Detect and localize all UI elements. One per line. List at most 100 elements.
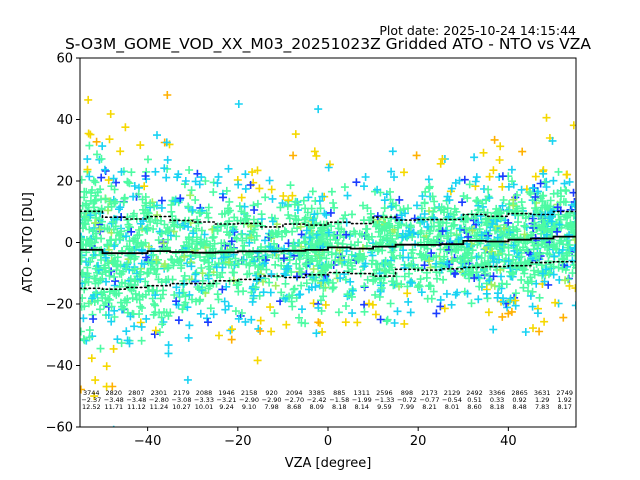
bin-std-label: 8.01 xyxy=(445,403,459,411)
bin-count-label: 3385 xyxy=(308,389,325,397)
scatter-point xyxy=(157,203,166,212)
scatter-point xyxy=(225,206,234,215)
scatter-point xyxy=(286,181,295,190)
scatter-point xyxy=(507,307,516,316)
scatter-point xyxy=(289,285,298,294)
scatter-point xyxy=(483,208,492,217)
scatter-point xyxy=(308,216,317,224)
scatter-point xyxy=(533,240,542,249)
scatter-point xyxy=(196,295,205,304)
scatter-point xyxy=(430,197,439,206)
scatter-point xyxy=(220,297,229,306)
scatter-point xyxy=(377,284,386,293)
scatter-point xyxy=(427,249,436,258)
scatter-point xyxy=(95,215,104,224)
scatter-point xyxy=(473,206,482,215)
scatter-point xyxy=(111,222,120,231)
scatter-point xyxy=(340,270,349,279)
scatter-point xyxy=(471,262,480,271)
scatter-point xyxy=(265,176,274,185)
scatter-point xyxy=(105,287,114,296)
scatter-point xyxy=(371,310,380,319)
scatter-point xyxy=(143,269,152,278)
scatter-point xyxy=(164,349,173,358)
scatter-point xyxy=(338,252,347,260)
scatter-point xyxy=(184,202,193,211)
scatter-point xyxy=(139,217,148,225)
scatter-point xyxy=(80,269,86,278)
scatter-point xyxy=(90,392,99,401)
scatter-point xyxy=(485,172,494,181)
scatter-point xyxy=(206,304,215,313)
bin-std-label: 8.68 xyxy=(287,403,301,411)
scatter-point xyxy=(504,257,513,266)
scatter-point xyxy=(376,287,385,296)
scatter-point xyxy=(237,230,246,239)
scatter-point xyxy=(385,221,394,230)
scatter-point xyxy=(312,151,321,160)
scatter-point xyxy=(167,207,176,216)
scatter-point xyxy=(440,304,449,313)
scatter-point xyxy=(123,242,131,251)
scatter-point xyxy=(458,198,467,207)
scatter-point xyxy=(334,219,342,228)
scatter-point xyxy=(300,237,309,246)
scatter-point xyxy=(439,255,448,264)
scatter-point xyxy=(226,246,234,255)
scatter-point xyxy=(426,226,435,235)
scatter-point xyxy=(436,159,445,168)
bin-mean-label: −3.33 xyxy=(194,396,214,404)
scatter-point xyxy=(517,185,526,194)
scatter-point xyxy=(154,236,163,245)
x-tick-label: 40 xyxy=(500,434,517,449)
scatter-point xyxy=(151,291,160,300)
scatter-point xyxy=(80,212,88,221)
scatter-point xyxy=(129,192,138,201)
scatter-point xyxy=(398,233,407,242)
scatter-point xyxy=(533,309,542,318)
scatter-point xyxy=(499,297,508,306)
scatter-point xyxy=(544,257,553,266)
mean-line xyxy=(80,235,576,255)
scatter-point xyxy=(208,233,217,242)
scatter-point xyxy=(470,214,479,223)
scatter-point xyxy=(129,236,138,245)
scatter-point xyxy=(253,166,262,175)
scatter-point xyxy=(110,273,119,281)
scatter-point xyxy=(340,183,349,192)
scatter-point xyxy=(497,227,506,236)
y-tick-label: −20 xyxy=(46,298,73,313)
scatter-point xyxy=(464,232,473,241)
scatter-point xyxy=(474,218,483,227)
scatter-point xyxy=(162,138,171,147)
scatter-point xyxy=(80,285,89,294)
scatter-point xyxy=(229,226,237,235)
scatter-point xyxy=(223,228,231,237)
scatter-point xyxy=(495,282,504,291)
scatter-point xyxy=(375,292,384,301)
scatter-point xyxy=(177,246,186,255)
scatter-point xyxy=(192,297,200,306)
bin-mean-label: 1.29 xyxy=(535,396,549,404)
scatter-point xyxy=(460,175,469,184)
scatter-point xyxy=(158,320,167,329)
scatter-point xyxy=(314,105,323,114)
scatter-point xyxy=(166,231,175,240)
scatter-point xyxy=(170,291,179,299)
scatter-point xyxy=(380,196,389,205)
scatter-point xyxy=(505,200,514,209)
scatter-point xyxy=(110,306,119,315)
scatter-point xyxy=(390,173,398,182)
scatter-point xyxy=(341,275,350,284)
scatter-point xyxy=(442,219,451,228)
scatter-point xyxy=(571,202,576,211)
scatter-point xyxy=(151,216,160,225)
scatter-point xyxy=(302,226,311,235)
bin-mean-label: −1.33 xyxy=(374,396,394,404)
scatter-point xyxy=(291,130,300,139)
scatter-point xyxy=(113,335,122,344)
scatter-point xyxy=(563,213,572,222)
scatter-point xyxy=(447,184,456,193)
scatter-point xyxy=(224,164,233,173)
scatter-point xyxy=(279,254,288,263)
